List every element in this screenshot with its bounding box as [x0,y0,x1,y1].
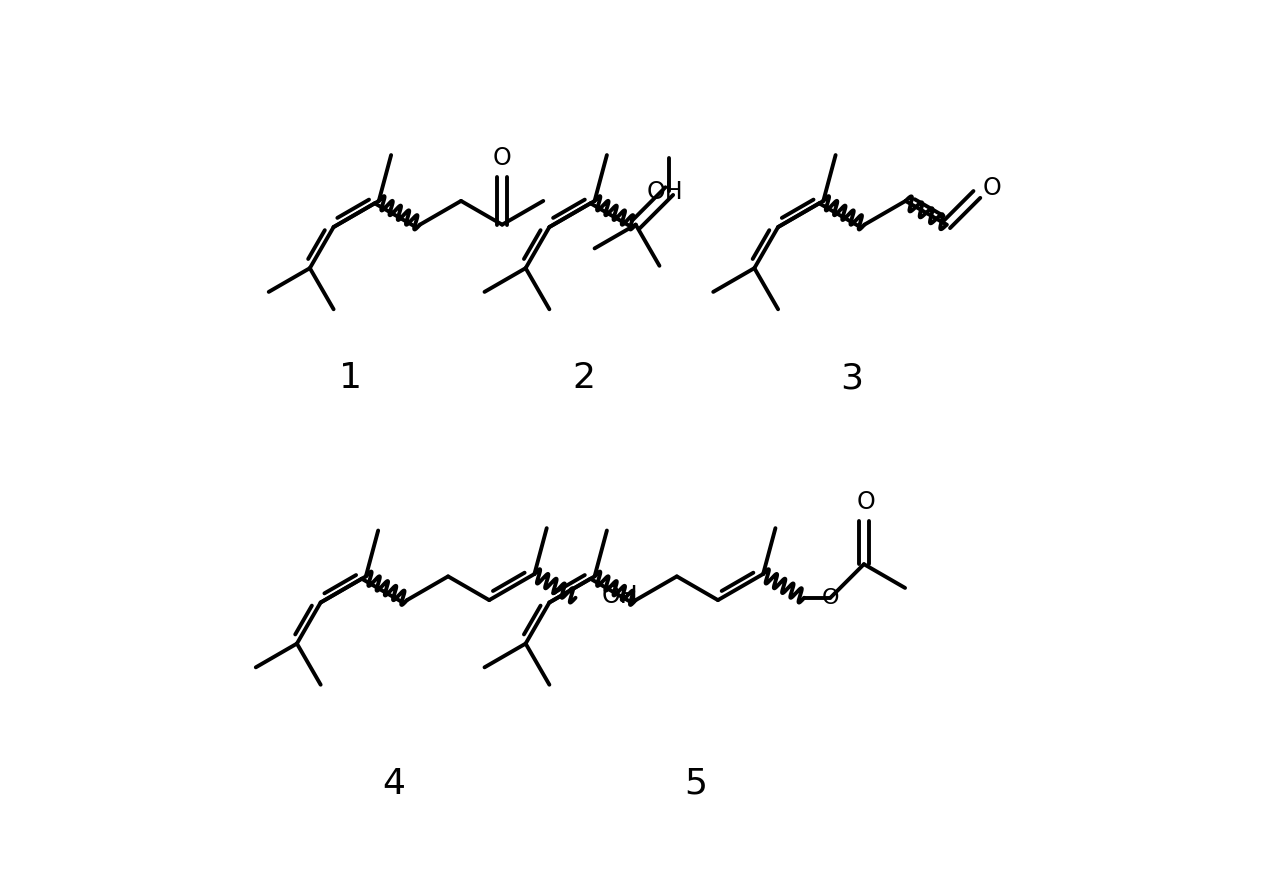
Text: OH: OH [602,584,637,608]
Text: O: O [983,175,1002,200]
Text: O: O [493,146,512,170]
Text: 2: 2 [572,361,595,395]
Text: OH: OH [646,180,684,203]
Text: 1: 1 [339,361,362,395]
Text: O: O [822,588,840,608]
Text: 3: 3 [840,361,863,395]
Text: 5: 5 [685,766,708,801]
Text: O: O [856,490,876,515]
Text: 4: 4 [383,766,406,801]
